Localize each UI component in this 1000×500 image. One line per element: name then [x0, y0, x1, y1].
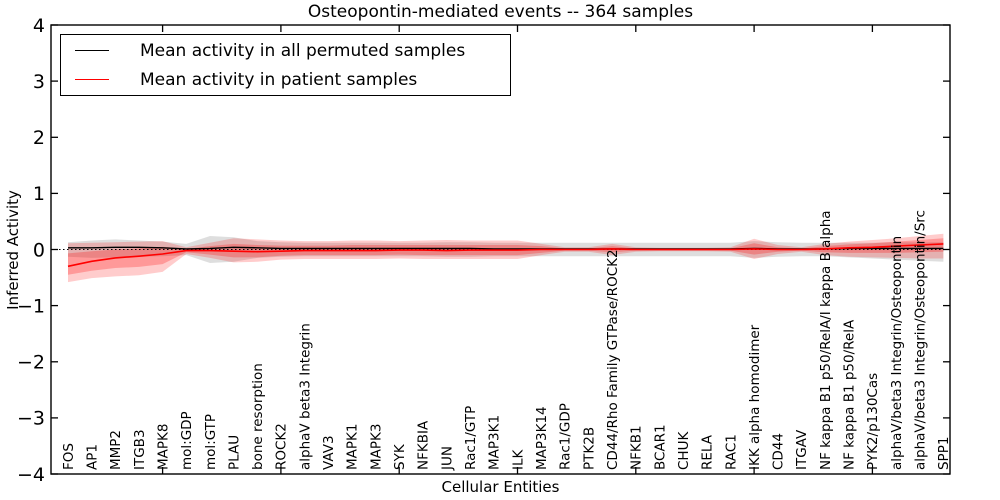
x-tick-label: alphaV/beta3 Integrin/Osteopontin: [889, 236, 905, 470]
x-tick-label: IKK alpha homodimer: [747, 324, 763, 470]
x-tick-label: MAPK1: [345, 424, 361, 470]
y-tick-label: 0: [33, 239, 45, 261]
band-patient-range-outer: [68, 233, 944, 283]
chart-title: Osteopontin-mediated events -- 364 sampl…: [307, 2, 694, 22]
legend-label-patient: Mean activity in patient samples: [140, 69, 418, 90]
x-tick-label: MAP3K14: [534, 406, 550, 470]
x-tick-label: RAC1: [723, 434, 739, 470]
legend-item-permuted: Mean activity in all permuted samples: [61, 40, 510, 62]
x-tick-label: ITGAV: [794, 429, 810, 470]
y-tick-label: 1: [33, 183, 45, 205]
x-tick-label: AP1: [85, 444, 101, 470]
legend-item-patient: Mean activity in patient samples: [61, 69, 510, 91]
x-tick-label: ROCK2: [274, 423, 290, 470]
x-tick-label: ILK: [510, 448, 526, 470]
x-tick-label: MAPK3: [368, 424, 384, 470]
x-tick-label: mol:GDP: [179, 411, 195, 470]
x-tick-label: mol:GTP: [203, 414, 219, 470]
x-tick-label: ITGB3: [132, 429, 148, 470]
y-tick-label: −2: [17, 352, 45, 374]
band-patient-range-inner: [68, 238, 944, 275]
y-tick-label: −1: [17, 295, 45, 317]
x-tick-label: BCAR1: [652, 424, 668, 470]
legend-line-sample-black: [75, 50, 109, 51]
x-tick-label: PLAU: [226, 435, 242, 470]
x-tick-label: alphaV beta3 Integrin: [297, 323, 313, 470]
x-tick-label: CHUK: [676, 431, 692, 470]
x-tick-label: JUN: [439, 446, 455, 471]
legend-label-permuted: Mean activity in all permuted samples: [140, 40, 466, 61]
x-tick-label: SPP1: [936, 437, 952, 470]
x-tick-label: CD44/Rho Family GTPase/ROCK2: [605, 249, 621, 470]
x-tick-label: Rac1/GTP: [463, 406, 479, 470]
x-tick-label: MAP3K1: [487, 415, 503, 470]
x-tick-label: alphaV/beta3 Integrin/Osteopontin/Src: [913, 210, 929, 470]
x-tick-label: PYK2/p130Cas: [865, 373, 881, 470]
series-line-patient: [67, 243, 944, 268]
x-tick-label: MAPK8: [155, 424, 171, 470]
x-tick-label: bone resorption: [250, 363, 266, 470]
y-tick-label: 3: [33, 71, 45, 93]
x-tick-label: NFKB1: [629, 425, 645, 470]
x-tick-label: VAV3: [321, 435, 337, 470]
x-tick-label: PTK2B: [581, 427, 597, 470]
y-tick-label: −4: [17, 464, 45, 486]
x-tick-label: CD44: [771, 433, 787, 470]
x-tick-label: NF kappa B1 p50/RelA/I kappa B alpha: [818, 210, 834, 470]
x-tick-label: NF kappa B1 p50/RelA: [842, 319, 858, 470]
x-tick-label: SYK: [392, 443, 408, 470]
x-tick-label: NFKBIA: [416, 420, 432, 470]
y-tick-label: −3: [17, 408, 45, 430]
y-tick-label: 2: [33, 127, 45, 149]
legend: Mean activity in all permuted samples Me…: [60, 34, 511, 96]
x-axis-label: Cellular Entities: [441, 478, 560, 496]
x-tick-label: FOS: [61, 443, 77, 470]
legend-line-sample-red: [75, 79, 109, 80]
x-tick-label: Rac1/GDP: [558, 403, 574, 470]
x-tick-label: RELA: [700, 434, 716, 470]
y-axis-label: Inferred Activity: [4, 190, 22, 310]
x-tick-label: MMP2: [108, 430, 124, 470]
y-tick-label: 4: [33, 15, 45, 37]
